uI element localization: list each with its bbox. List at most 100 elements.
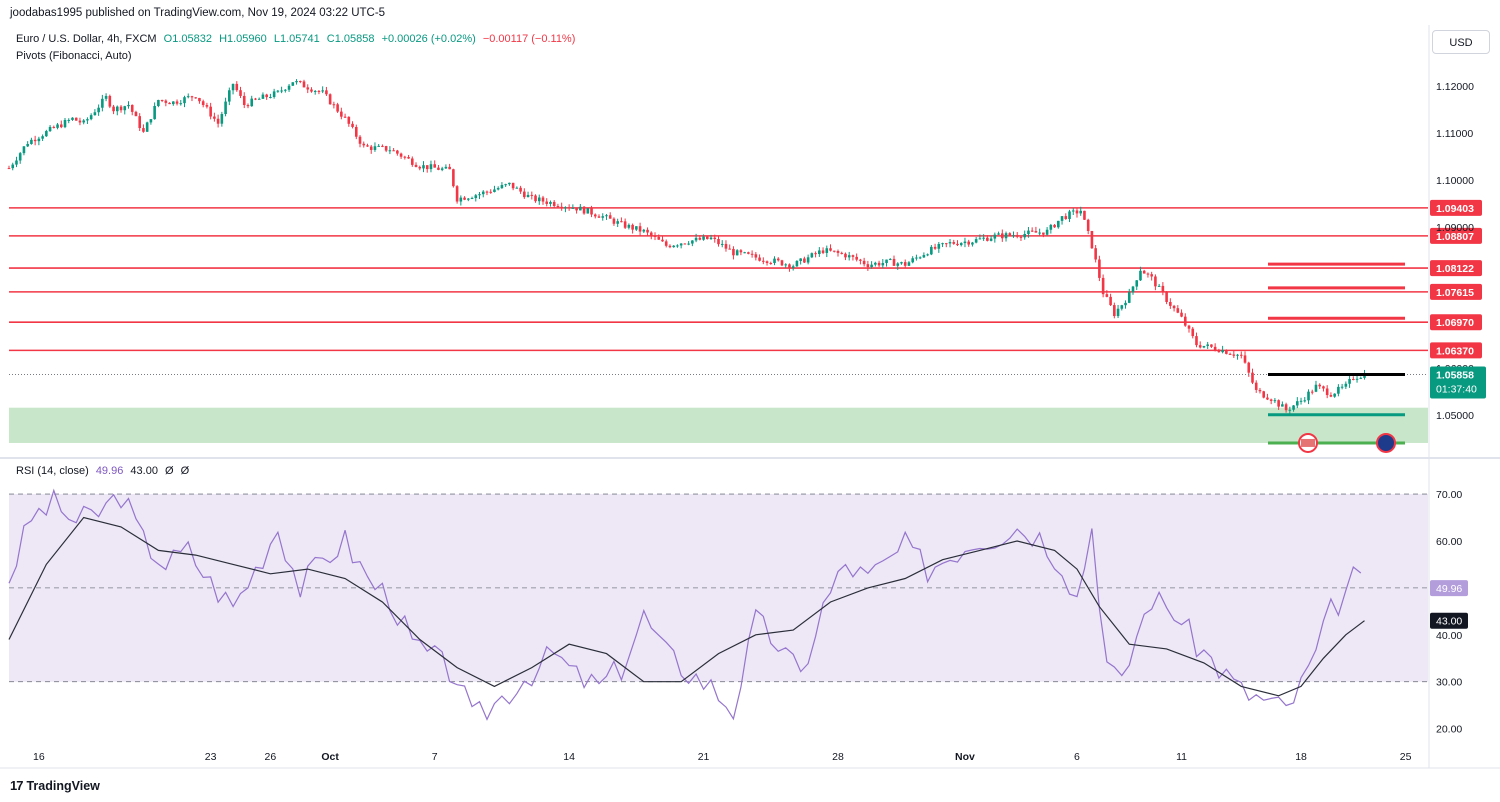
- candle-body: [818, 250, 821, 254]
- candle-body: [332, 104, 336, 106]
- candle-body: [235, 83, 239, 91]
- candle-body: [1176, 308, 1180, 313]
- candle-body: [325, 90, 328, 95]
- candle-body: [773, 258, 776, 263]
- candle-body: [1195, 336, 1198, 346]
- ohlc-high: H1.05960: [219, 33, 267, 45]
- support-zone: [9, 407, 1428, 443]
- candle-body: [1068, 211, 1071, 219]
- candle-body: [605, 215, 608, 217]
- candle-body: [1113, 305, 1116, 317]
- currency-button[interactable]: USD: [1432, 30, 1490, 54]
- projection-markers: [1268, 262, 1405, 453]
- candle-body: [104, 95, 108, 99]
- candle-body: [705, 236, 709, 240]
- candle-body: [523, 191, 526, 198]
- candle-body: [702, 236, 705, 240]
- candle-body: [586, 208, 590, 214]
- candle-body: [485, 191, 489, 193]
- candle-body: [1284, 404, 1288, 411]
- pivot-label-0: 1.09403: [1436, 203, 1474, 215]
- rsi-label: RSI (14, close): [16, 465, 89, 477]
- candle-body: [724, 243, 728, 249]
- candle-body: [112, 106, 115, 112]
- candle-body: [1318, 384, 1322, 387]
- candle-body: [437, 167, 440, 170]
- candle-body: [467, 198, 470, 200]
- candle-body: [814, 253, 817, 255]
- candle-body: [1109, 296, 1112, 306]
- candle-body: [224, 101, 227, 115]
- candle-body: [1027, 230, 1030, 235]
- candle-body: [474, 195, 478, 199]
- candle-body: [138, 116, 141, 129]
- candle-body: [157, 99, 160, 106]
- candle-body: [377, 145, 380, 147]
- rsi-tick-1: 60.00: [1436, 536, 1462, 548]
- candle-body: [310, 89, 313, 92]
- candle-body: [448, 166, 451, 170]
- candle-body: [1071, 210, 1075, 212]
- candle-body: [194, 97, 198, 99]
- candle-body: [821, 250, 825, 253]
- rsi-legend[interactable]: RSI (14, close) 49.96 43.00 Ø Ø: [16, 465, 193, 477]
- countdown-label: 01:37:40: [1436, 383, 1477, 395]
- candle-body: [765, 261, 769, 263]
- candle-body: [1120, 305, 1124, 309]
- candle-body: [220, 114, 224, 124]
- candle-body: [941, 243, 944, 245]
- price-grid: [0, 25, 1500, 769]
- candle-body: [1254, 382, 1258, 390]
- candle-body: [1057, 220, 1060, 228]
- candle-body: [45, 131, 48, 137]
- candle-body: [470, 198, 474, 200]
- candle-body: [89, 115, 93, 120]
- pivots-legend[interactable]: Pivots (Fibonacci, Auto): [16, 50, 132, 62]
- pivot-label-bg-2: [1430, 260, 1482, 277]
- candle-body: [201, 101, 205, 106]
- candle-body: [82, 120, 85, 123]
- candle-body: [881, 263, 885, 266]
- candle-body: [642, 229, 646, 232]
- candle-body: [683, 243, 687, 245]
- candle-body: [888, 258, 892, 260]
- pivot-label-bg-1: [1430, 227, 1482, 244]
- rsi-tick-5: 20.00: [1436, 724, 1462, 736]
- time-tick-7: 28: [832, 751, 844, 763]
- candle-body: [1042, 232, 1045, 235]
- rsi-value-badge: [1430, 580, 1468, 597]
- rsi-extra-1: Ø: [165, 465, 174, 477]
- candle-body: [328, 94, 332, 105]
- candle-body: [1352, 379, 1355, 381]
- candle-body: [1161, 285, 1165, 293]
- time-tick-11: 18: [1295, 751, 1307, 763]
- candle-body: [179, 103, 183, 105]
- candle-body: [1004, 233, 1008, 239]
- candle-body: [407, 157, 410, 159]
- candle-body: [952, 242, 956, 244]
- pivot-lines: 1.09403 1.08807 1.08122 1.07615 1.06970 1.063…: [9, 199, 1482, 359]
- ohlc-low: L1.05741: [273, 33, 320, 45]
- rsi-ma-line: [8, 516, 1365, 697]
- tradingview-logo[interactable]: 17 TradingView: [10, 778, 100, 793]
- pivot-label-bg-4: [1430, 314, 1482, 331]
- candle-body: [739, 250, 743, 253]
- candle-body: [1001, 233, 1004, 239]
- candle-body: [1053, 224, 1056, 228]
- candle-body: [198, 97, 201, 102]
- pivot-label-2: 1.08122: [1436, 263, 1474, 275]
- candle-body: [134, 111, 138, 117]
- candle-body: [478, 194, 481, 196]
- candle-body: [343, 116, 347, 118]
- candle-body: [1075, 210, 1079, 214]
- candle-body: [956, 243, 959, 246]
- candle-body: [1198, 345, 1202, 348]
- candle-body: [489, 191, 493, 193]
- rsi-value-badge-label: 49.96: [1436, 583, 1462, 595]
- rsi-extra-2: Ø: [180, 465, 190, 477]
- candle-body: [537, 197, 541, 202]
- candle-body: [851, 255, 855, 257]
- candle-body: [918, 257, 922, 259]
- candle-body: [123, 106, 127, 111]
